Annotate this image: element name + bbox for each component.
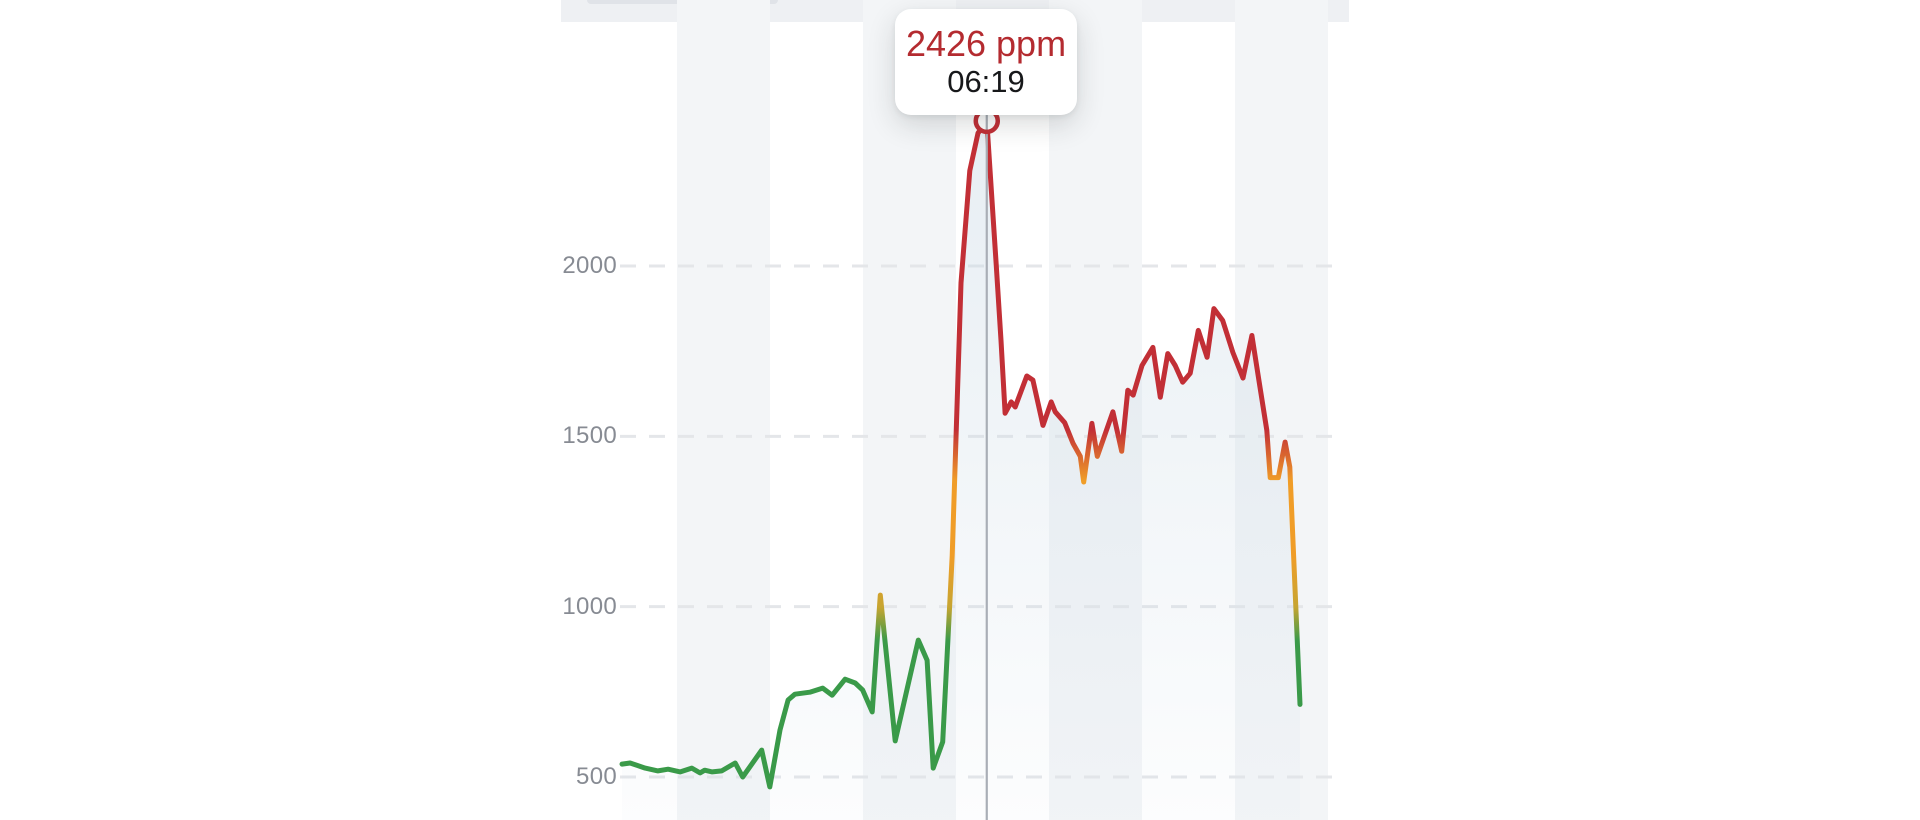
tooltip: 2426 ppm 06:19	[895, 9, 1077, 115]
area-fill	[622, 120, 1300, 820]
background-band	[677, 0, 770, 820]
tooltip-time: 06:19	[947, 63, 1025, 99]
co2-line	[619, 118, 1303, 790]
tooltip-value: 2426 ppm	[905, 23, 1067, 65]
